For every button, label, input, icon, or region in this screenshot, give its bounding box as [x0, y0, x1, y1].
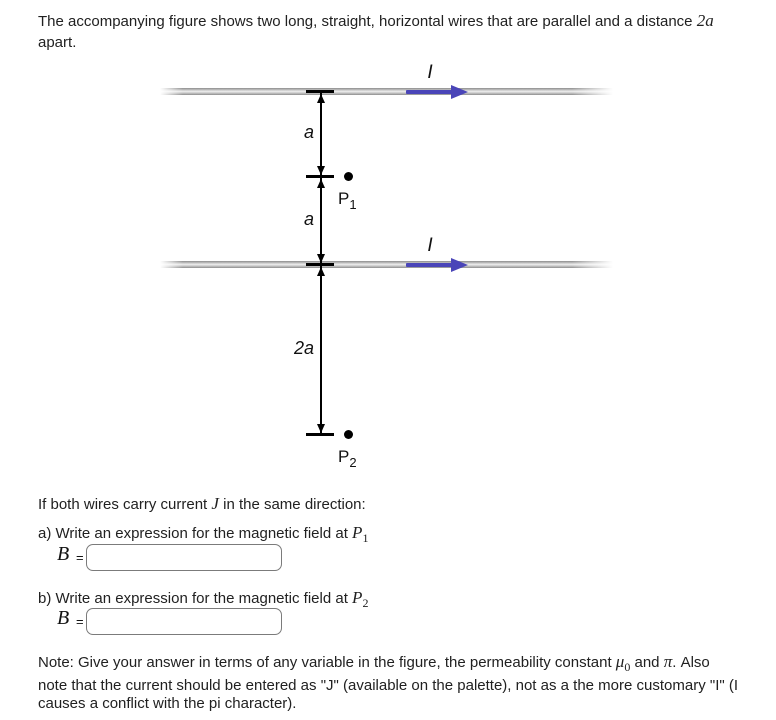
answer-input-b[interactable] — [86, 608, 282, 635]
math-mu-sub: 0 — [624, 660, 631, 674]
current-arrow-top — [406, 90, 452, 94]
top-wire — [160, 88, 613, 95]
math-P2-sub: 2 — [362, 596, 369, 610]
note-text-3: . Also — [672, 654, 710, 671]
dim-arrow-up-2-icon — [317, 179, 325, 188]
problem-statement-text: The accompanying figure shows two long, … — [38, 13, 697, 30]
condition-statement: If both wires carry current J in the sam… — [38, 494, 366, 514]
point-p1-dot — [344, 172, 353, 181]
dim-arrow-up-1-icon — [317, 94, 325, 103]
b-symbol-b: B — [57, 607, 70, 629]
problem-statement: The accompanying figure shows two long, … — [38, 10, 753, 53]
tick-p2 — [306, 433, 334, 436]
note-line-2: note that the current should be entered … — [38, 676, 739, 694]
question-a-text: a) Write an expression for the magnetic … — [38, 525, 353, 542]
question-a-prompt: a) Write an expression for the magnetic … — [38, 523, 368, 546]
dim-label-a-top: a — [303, 122, 314, 142]
bottom-wire — [160, 261, 613, 268]
point-p2-label: P2 — [338, 447, 357, 470]
question-b-prompt: b) Write an expression for the magnetic … — [38, 588, 368, 611]
tick-bottom-wire — [306, 263, 334, 266]
dim-arrow-down-2-icon — [317, 254, 325, 263]
condition-text-2: in the same direction: — [218, 496, 366, 513]
equals-sign-b: = — [76, 614, 84, 629]
current-arrow-bottom — [406, 263, 452, 267]
equals-sign-a: = — [76, 550, 84, 565]
question-b-text: b) Write an expression for the magnetic … — [38, 590, 353, 607]
math-pi: π — [663, 652, 673, 671]
point-p1-label: P1 — [338, 189, 357, 212]
math-P2: P — [352, 588, 363, 607]
current-label-top: I — [427, 62, 433, 83]
dim-arrow-down-1-icon — [317, 166, 325, 175]
p2-subscript: 2 — [349, 455, 357, 470]
wires-figure: I I a a 2a P1 P2 — [160, 62, 613, 470]
dim-label-a-mid: a — [303, 209, 314, 229]
note-paragraph: Note: Give your answer in terms of any v… — [38, 652, 758, 714]
dim-arrow-down-3-icon — [317, 424, 325, 433]
answer-input-a[interactable] — [86, 544, 282, 571]
point-p2-dot — [344, 430, 353, 439]
note-line-3: causes a conflict with the pi character)… — [38, 695, 297, 712]
math-P1-sub: 1 — [362, 531, 369, 545]
math-J: J — [211, 494, 219, 513]
tick-top-wire — [306, 90, 334, 93]
current-arrowhead-top-icon — [451, 85, 468, 99]
current-arrowhead-bottom-icon — [451, 258, 468, 272]
p1-subscript: 1 — [349, 197, 357, 212]
math-P1: P — [352, 523, 363, 542]
dim-arrow-up-3-icon — [317, 267, 325, 276]
note-line-1: Note: Give your answer in terms of any v… — [38, 652, 758, 677]
condition-text: If both wires carry current — [38, 496, 212, 513]
tick-p1 — [306, 175, 334, 178]
current-label-bottom: I — [427, 235, 433, 256]
b-symbol-a: B — [57, 543, 70, 565]
math-mu: μ — [615, 652, 625, 671]
problem-statement-text-2: apart. — [38, 34, 77, 51]
p1-letter: P — [338, 189, 350, 208]
note-text-2: and — [630, 654, 664, 671]
note-text-1: Note: Give your answer in terms of any v… — [38, 654, 616, 671]
p2-letter: P — [338, 447, 350, 466]
math-2a: 2a — [696, 11, 714, 30]
dim-label-2a: 2a — [293, 338, 314, 358]
